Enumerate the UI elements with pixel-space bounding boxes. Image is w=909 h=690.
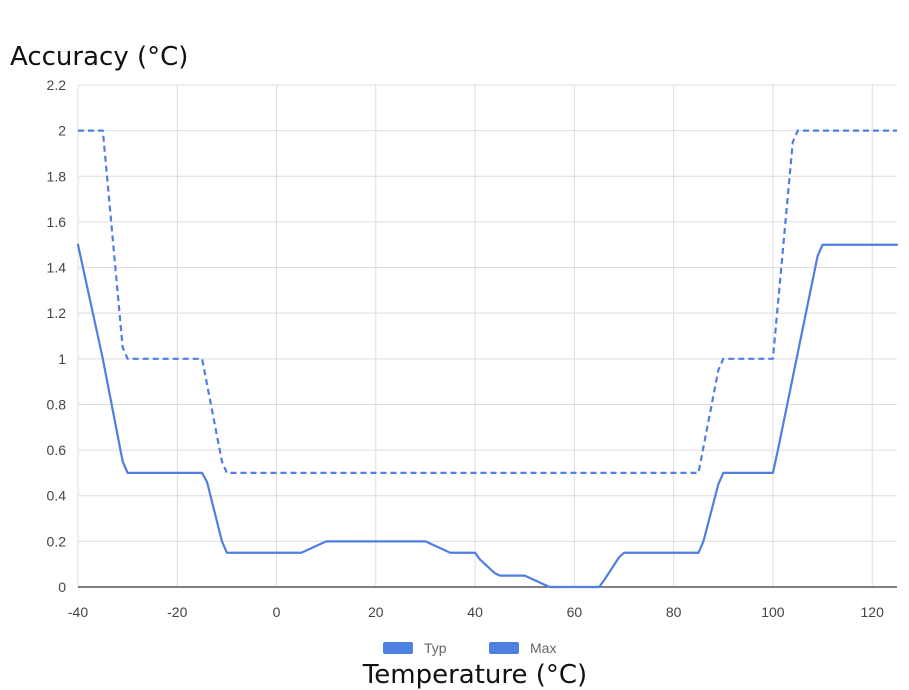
x-tick-label: 120 — [861, 604, 885, 620]
legend-swatch-max — [489, 642, 519, 654]
x-tick-label: -40 — [68, 604, 88, 620]
y-tick-label: 1.2 — [47, 305, 67, 321]
x-tick-label: 40 — [467, 604, 483, 620]
x-tick-label: 60 — [567, 604, 583, 620]
y-tick-label: 1.8 — [47, 168, 67, 184]
y-tick-label: 0.8 — [47, 396, 67, 412]
x-tick-label: -20 — [167, 604, 187, 620]
legend: Typ Max — [383, 640, 556, 656]
y-axis-ticks: 0 0.2 0.4 0.6 0.8 1 1.2 1.4 1.6 1.8 2 2.2 — [47, 77, 67, 595]
x-axis-ticks: -40 -20 0 20 40 60 80 100 120 — [68, 604, 884, 620]
y-tick-label: 0 — [58, 579, 66, 595]
legend-label-typ: Typ — [424, 640, 447, 656]
x-tick-label: 100 — [761, 604, 785, 620]
x-tick-label: 80 — [666, 604, 682, 620]
y-tick-label: 1.6 — [47, 214, 67, 230]
y-tick-label: 1.4 — [47, 260, 67, 276]
y-tick-label: 1 — [58, 351, 66, 367]
x-tick-label: 0 — [273, 604, 281, 620]
legend-label-max: Max — [530, 640, 556, 656]
series-line-typ — [76, 243, 899, 589]
grid — [77, 84, 897, 588]
series-line-max — [78, 129, 897, 475]
x-tick-label: 20 — [368, 604, 384, 620]
y-tick-label: 2.2 — [47, 77, 67, 93]
y-tick-label: 0.4 — [47, 488, 67, 504]
chart-title: Accuracy (°C) — [10, 42, 188, 72]
x-axis-label: Temperature (°C) — [362, 660, 587, 690]
legend-swatch-typ — [383, 642, 413, 654]
series-layer — [76, 129, 899, 589]
y-tick-label: 0.2 — [47, 533, 67, 549]
y-tick-label: 2 — [58, 123, 66, 139]
y-tick-label: 0.6 — [47, 442, 67, 458]
